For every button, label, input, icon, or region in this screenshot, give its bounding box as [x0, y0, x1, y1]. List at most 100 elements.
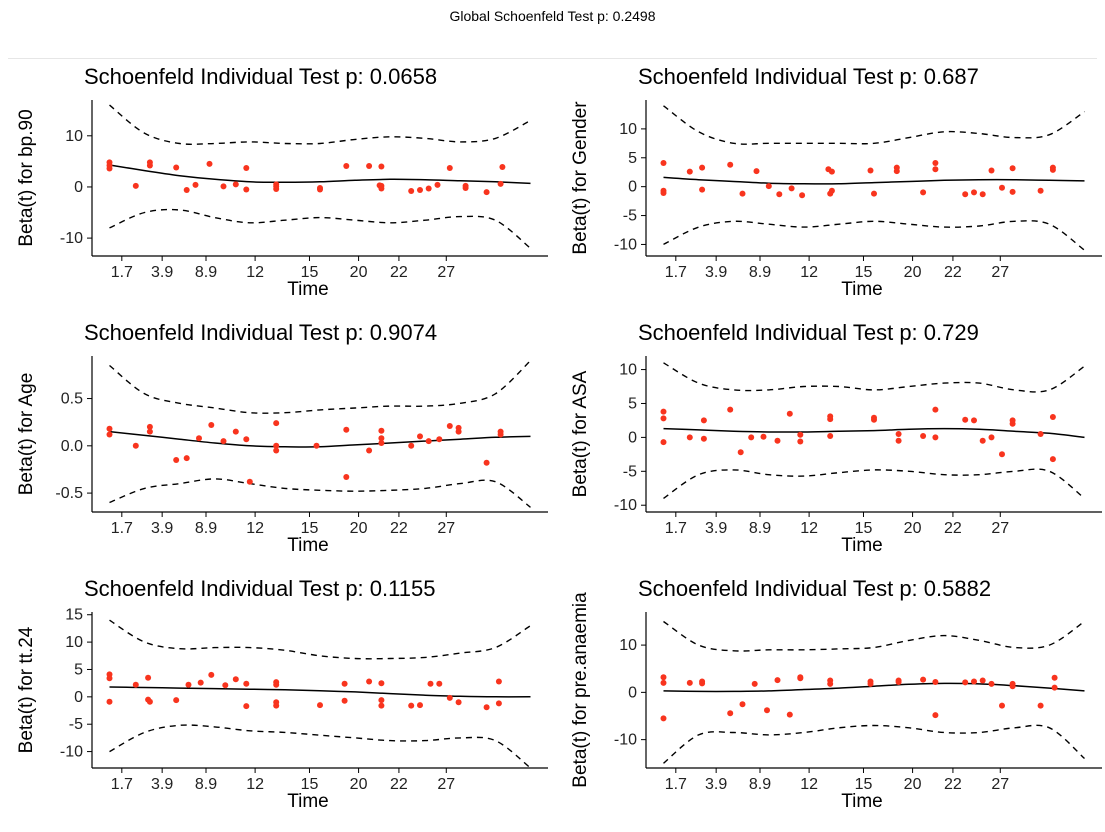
residual-point: [776, 191, 783, 198]
residual-point: [222, 682, 229, 689]
residual-point: [1037, 431, 1044, 437]
residual-point: [788, 185, 795, 192]
residual-point: [827, 416, 834, 423]
residual-point: [146, 162, 153, 169]
residual-point: [828, 187, 835, 194]
residual-point: [378, 680, 385, 687]
panel-title: Schoenfeld Individual Test p: 0.9074: [84, 320, 438, 345]
residual-point: [962, 191, 969, 198]
residual-point: [871, 190, 877, 197]
residual-point: [962, 679, 969, 686]
residual-point: [660, 408, 667, 415]
header-divider: [8, 58, 1097, 59]
residual-point: [208, 671, 215, 678]
residual-point: [173, 457, 180, 463]
x-tick-label: 12: [800, 776, 818, 793]
upper-band-line: [663, 105, 1085, 145]
residual-point: [786, 410, 793, 417]
chart-svg: 10 5 0 -5 -10 1.7 3.9 8.9 12 15 20 22 27 Time Beta(t) …: [570, 100, 1102, 300]
residual-point: [106, 162, 113, 169]
x-tick-label: 22: [944, 264, 962, 281]
residual-point: [1009, 188, 1016, 195]
residual-point: [760, 433, 767, 440]
y-tick-label: 0: [628, 429, 637, 446]
residual-point: [660, 415, 667, 422]
residual-point: [495, 678, 502, 685]
residual-point: [764, 707, 770, 714]
x-tick-label: 1.7: [111, 520, 133, 537]
y-axis-label: Beta(t) for bp.90: [16, 109, 37, 246]
x-tick-label: 1.7: [665, 520, 687, 537]
x-tick-label: 20: [350, 776, 368, 793]
chart-panel-age: 0.5 0.0 -0.5 1.7 3.9 8.9 12 15 20 22 27 Time Beta(t)…: [8, 320, 560, 576]
residual-point: [378, 702, 385, 709]
residual-point: [799, 192, 806, 199]
residual-point: [999, 702, 1005, 709]
lower-band-line: [109, 478, 531, 508]
y-tick-label: 0: [74, 179, 83, 196]
y-tick-label: 0: [74, 689, 83, 706]
residual-point: [273, 183, 280, 190]
residual-point: [920, 676, 927, 683]
residual-point: [273, 420, 280, 427]
residual-point: [660, 715, 667, 722]
x-tick-label: 1.7: [111, 264, 133, 281]
residual-point: [499, 164, 506, 170]
residual-point: [273, 681, 280, 688]
residual-point: [417, 433, 423, 440]
residual-point: [243, 703, 250, 710]
residual-point: [313, 442, 320, 449]
residual-point: [660, 679, 667, 686]
lower-band-line: [663, 468, 1085, 499]
residual-point: [220, 183, 227, 190]
residual-point: [962, 416, 969, 423]
residual-point: [497, 431, 504, 438]
residual-point: [273, 447, 280, 454]
residual-point: [1051, 674, 1058, 681]
x-tick-label: 22: [944, 520, 962, 537]
x-tick-label: 27: [437, 776, 455, 793]
panel-title: Schoenfeld Individual Test p: 0.687: [638, 64, 979, 89]
residual-point: [232, 428, 239, 435]
residual-point: [183, 455, 190, 462]
residual-point: [185, 681, 192, 688]
x-tick-label: 22: [390, 264, 408, 281]
y-tick-label: -0.5: [55, 485, 83, 502]
y-tick-label: -5: [69, 716, 83, 733]
residual-point: [341, 697, 348, 704]
x-tick-label: 15: [301, 264, 319, 281]
panel-title: Schoenfeld Individual Test p: 0.729: [638, 320, 979, 345]
x-tick-label: 3.9: [705, 776, 727, 793]
y-tick-label: -10: [60, 230, 83, 247]
panel-title: Schoenfeld Individual Test p: 0.0658: [84, 64, 438, 89]
x-tick-label: 20: [904, 264, 922, 281]
residual-point: [727, 406, 734, 413]
residual-point: [378, 427, 385, 434]
residual-point: [197, 679, 204, 686]
residual-point: [106, 698, 113, 705]
residual-point: [483, 459, 490, 466]
y-tick-label: 15: [65, 607, 83, 624]
x-tick-label: 12: [246, 776, 264, 793]
residual-point: [146, 428, 153, 435]
residual-point: [243, 186, 250, 193]
residual-point: [408, 188, 415, 194]
residual-point: [686, 679, 693, 686]
residual-point: [660, 190, 667, 196]
x-tick-label: 15: [855, 776, 873, 793]
residual-point: [146, 698, 153, 705]
y-tick-label: 5: [74, 661, 83, 678]
residual-point: [932, 679, 939, 685]
residual-point: [145, 674, 152, 681]
upper-band-line: [109, 104, 531, 145]
residual-point: [206, 160, 213, 167]
x-tick-label: 20: [904, 776, 922, 793]
residual-point: [1051, 684, 1058, 691]
panel-title: Schoenfeld Individual Test p: 0.1155: [84, 576, 436, 601]
residual-point: [132, 681, 139, 688]
residual-point: [425, 438, 432, 445]
y-tick-label: 10: [65, 128, 83, 145]
residual-point: [971, 417, 977, 424]
y-tick-label: -10: [614, 236, 637, 253]
residual-point: [183, 187, 190, 193]
